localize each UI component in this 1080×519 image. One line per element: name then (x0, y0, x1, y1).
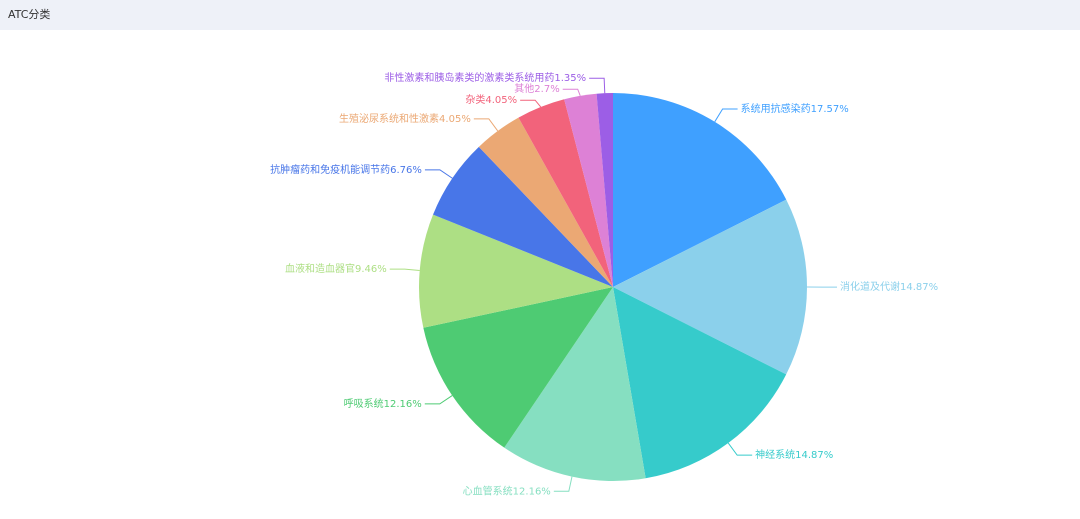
label-value: 9.46% (355, 264, 387, 275)
label-value: 12.16% (384, 399, 422, 410)
data-label: 抗肿瘤药和免疫机能调节药6.76% (270, 163, 422, 176)
pie-slice (613, 287, 787, 479)
pie-slice (419, 214, 613, 328)
pie-slice (564, 93, 613, 287)
leader-line (424, 169, 453, 179)
label-value: 4.05% (485, 95, 517, 106)
data-label: 其他2.7% (514, 82, 559, 95)
pie-slice (433, 146, 613, 287)
label-value: 12.16% (513, 486, 551, 497)
data-label: 消化道及代谢14.87% (840, 280, 938, 293)
label-value: 1.35% (554, 73, 586, 84)
pie-slice (504, 287, 646, 481)
label-name: 生殖泌尿系统和性激素 (339, 112, 439, 125)
data-label: 杂类4.05% (465, 93, 517, 106)
label-value: 2.7% (534, 84, 559, 95)
label-value: 4.05% (439, 114, 471, 125)
data-label: 生殖泌尿系统和性激素4.05% (339, 112, 471, 125)
data-label: 系统用抗感染药17.57% (741, 102, 849, 115)
leader-line (589, 77, 606, 94)
data-label: 心血管系统12.16% (463, 484, 551, 497)
label-name: 其他 (514, 82, 534, 95)
leader-line (553, 476, 573, 492)
leader-line (424, 395, 453, 405)
label-value: 14.87% (900, 282, 938, 293)
label-name: 神经系统 (755, 448, 795, 461)
label-name: 杂类 (465, 93, 485, 106)
leader-line (473, 118, 499, 132)
label-name: 抗肿瘤药和免疫机能调节药 (270, 163, 390, 176)
pie-slice (613, 93, 787, 287)
label-name: 非性激素和胰岛素类的激素类系统用药 (384, 71, 554, 84)
pie-slice (478, 117, 613, 287)
pie-slice (423, 287, 613, 448)
label-name: 血液和造血器官 (285, 262, 355, 275)
chart-title: ATC分类 (0, 0, 1080, 30)
label-name: 心血管系统 (463, 484, 513, 497)
label-value: 14.87% (795, 450, 833, 461)
label-name: 消化道及代谢 (840, 280, 900, 293)
leader-line (520, 99, 542, 108)
pie-slice (596, 93, 613, 287)
leader-line (389, 268, 420, 271)
data-label: 非性激素和胰岛素类的激素类系统用药1.35% (384, 71, 586, 84)
label-value: 17.57% (811, 104, 849, 115)
data-label: 血液和造血器官9.46% (285, 262, 387, 275)
label-name: 呼吸系统 (344, 397, 384, 410)
leader-line (562, 88, 581, 96)
label-value: 6.76% (390, 165, 422, 176)
data-label: 呼吸系统12.16% (344, 397, 422, 410)
label-name: 系统用抗感染药 (741, 102, 811, 115)
pie-slice (613, 199, 807, 375)
data-label: 神经系统14.87% (755, 448, 833, 461)
leader-line (727, 442, 753, 456)
pie-slice (518, 99, 613, 287)
leader-line (714, 108, 738, 123)
